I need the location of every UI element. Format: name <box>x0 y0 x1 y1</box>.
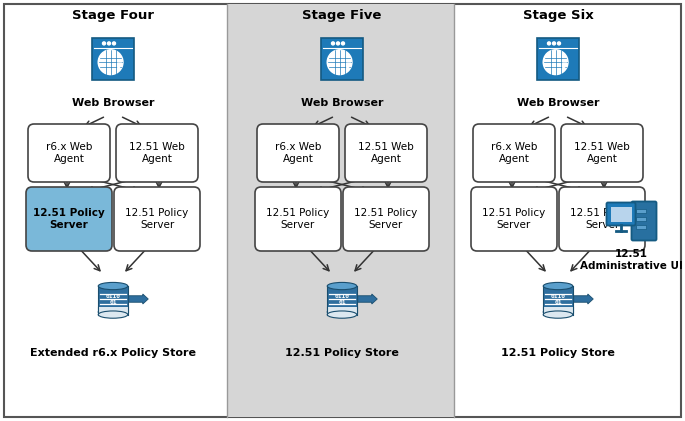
Text: 12.51 Policy
Server: 12.51 Policy Server <box>266 208 329 230</box>
Text: 12.51 Policy
Server: 12.51 Policy Server <box>33 208 105 230</box>
FancyArrow shape <box>358 294 377 304</box>
Ellipse shape <box>98 311 128 318</box>
Text: 01: 01 <box>338 301 346 306</box>
Ellipse shape <box>543 308 573 316</box>
Text: r6.x Web
Agent: r6.x Web Agent <box>46 142 92 164</box>
Circle shape <box>103 42 105 45</box>
FancyBboxPatch shape <box>98 286 128 312</box>
Text: 12.51 Policy
Server: 12.51 Policy Server <box>571 208 634 230</box>
FancyBboxPatch shape <box>636 225 646 229</box>
FancyBboxPatch shape <box>227 4 454 417</box>
FancyBboxPatch shape <box>26 187 112 251</box>
FancyBboxPatch shape <box>561 124 643 182</box>
Ellipse shape <box>327 311 357 318</box>
Text: 12.51
Administrative UI: 12.51 Administrative UI <box>580 249 682 271</box>
FancyArrow shape <box>129 294 148 304</box>
Circle shape <box>543 50 568 75</box>
Polygon shape <box>117 63 122 71</box>
Circle shape <box>332 42 334 45</box>
Circle shape <box>327 50 352 75</box>
FancyBboxPatch shape <box>543 307 573 314</box>
Text: 12.51 Policy
Server: 12.51 Policy Server <box>125 208 188 230</box>
Text: 12.51 Policy
Server: 12.51 Policy Server <box>482 208 546 230</box>
FancyBboxPatch shape <box>114 187 200 251</box>
Ellipse shape <box>327 282 357 290</box>
Circle shape <box>108 42 110 45</box>
Text: 12.51 Policy Store: 12.51 Policy Store <box>285 348 399 358</box>
Text: Web Browser: Web Browser <box>516 98 599 108</box>
Text: 12.51 Policy
Server: 12.51 Policy Server <box>354 208 418 230</box>
FancyBboxPatch shape <box>327 307 357 314</box>
Text: Stage Five: Stage Five <box>302 10 382 22</box>
Text: 12.51 Web
Agent: 12.51 Web Agent <box>129 142 185 164</box>
Ellipse shape <box>327 308 357 316</box>
FancyBboxPatch shape <box>636 209 646 213</box>
FancyBboxPatch shape <box>116 124 198 182</box>
Circle shape <box>553 42 556 45</box>
FancyBboxPatch shape <box>257 124 339 182</box>
FancyBboxPatch shape <box>321 38 363 80</box>
Circle shape <box>336 42 340 45</box>
FancyBboxPatch shape <box>636 217 646 221</box>
Ellipse shape <box>543 282 573 290</box>
Text: Stage Six: Stage Six <box>523 10 593 22</box>
FancyBboxPatch shape <box>327 286 357 312</box>
Circle shape <box>342 42 345 45</box>
FancyBboxPatch shape <box>610 206 632 221</box>
FancyBboxPatch shape <box>98 307 128 314</box>
Polygon shape <box>347 63 351 71</box>
FancyArrow shape <box>574 294 593 304</box>
FancyBboxPatch shape <box>471 187 557 251</box>
FancyBboxPatch shape <box>559 187 645 251</box>
FancyBboxPatch shape <box>473 124 555 182</box>
Text: 12.51 Web
Agent: 12.51 Web Agent <box>574 142 630 164</box>
Text: Web Browser: Web Browser <box>72 98 154 108</box>
Circle shape <box>98 50 123 75</box>
Text: r6.x Web
Agent: r6.x Web Agent <box>275 142 321 164</box>
Circle shape <box>112 42 116 45</box>
Text: r6.x Web
Agent: r6.x Web Agent <box>491 142 537 164</box>
Ellipse shape <box>98 308 128 316</box>
FancyBboxPatch shape <box>537 38 579 80</box>
Text: 12.51 Web
Agent: 12.51 Web Agent <box>358 142 414 164</box>
Circle shape <box>547 42 551 45</box>
Circle shape <box>558 42 560 45</box>
Ellipse shape <box>543 311 573 318</box>
FancyBboxPatch shape <box>343 187 429 251</box>
FancyBboxPatch shape <box>632 202 656 240</box>
FancyBboxPatch shape <box>4 4 681 417</box>
FancyBboxPatch shape <box>606 203 636 226</box>
Text: 0110: 0110 <box>551 293 566 298</box>
FancyBboxPatch shape <box>28 124 110 182</box>
Text: 01: 01 <box>554 301 562 306</box>
FancyBboxPatch shape <box>255 187 341 251</box>
Ellipse shape <box>98 282 128 290</box>
Text: 01: 01 <box>109 301 116 306</box>
Text: 0110: 0110 <box>334 293 349 298</box>
Text: Web Browser: Web Browser <box>301 98 383 108</box>
Text: 12.51 Policy Store: 12.51 Policy Store <box>501 348 615 358</box>
Text: Stage Four: Stage Four <box>72 10 154 22</box>
FancyBboxPatch shape <box>345 124 427 182</box>
Polygon shape <box>562 63 566 71</box>
Text: 0110: 0110 <box>105 293 121 298</box>
FancyBboxPatch shape <box>543 286 573 312</box>
FancyBboxPatch shape <box>92 38 134 80</box>
Text: Extended r6.x Policy Store: Extended r6.x Policy Store <box>30 348 196 358</box>
